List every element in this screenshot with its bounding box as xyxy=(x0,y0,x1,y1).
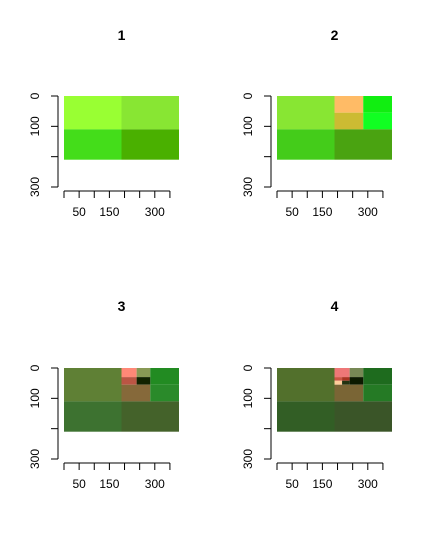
y-tick-label: 0 xyxy=(28,364,42,371)
heatmap-cell xyxy=(64,401,122,432)
heatmap-cell xyxy=(349,377,364,385)
x-tick-label: 50 xyxy=(285,477,299,491)
heatmap-cell xyxy=(136,377,151,385)
heatmap-cell xyxy=(64,96,122,130)
x-tick-label: 150 xyxy=(312,477,332,491)
x-tick-label: 300 xyxy=(145,205,165,219)
y-tick-label: 100 xyxy=(28,388,42,408)
heatmap-cell xyxy=(334,384,364,402)
heatmap-cell xyxy=(150,384,179,402)
y-tick-label: 100 xyxy=(28,116,42,136)
panel-3: 3 50 150 300 0 100 300 xyxy=(28,298,179,491)
heatmap-cell xyxy=(342,377,350,381)
heatmap-cell xyxy=(277,96,335,130)
heatmap-cell xyxy=(121,96,179,130)
heatmap-cell xyxy=(121,401,179,432)
x-tick-label: 150 xyxy=(99,477,119,491)
y-tick-label: 0 xyxy=(241,92,255,99)
heatmap-cell xyxy=(64,129,122,160)
y-tick-label: 0 xyxy=(28,92,42,99)
heatmap-cell xyxy=(277,401,335,432)
heatmap-cell xyxy=(363,96,392,113)
heatmap-cell xyxy=(363,112,392,130)
y-tick-label: 0 xyxy=(241,364,255,371)
panel-title: 1 xyxy=(118,27,126,43)
heatmap-cell xyxy=(334,368,350,378)
heatmap-cell xyxy=(334,380,343,385)
x-tick-label: 50 xyxy=(72,477,86,491)
heatmap-cell xyxy=(334,401,392,432)
heatmap-cell xyxy=(277,368,335,402)
panel-title: 2 xyxy=(331,27,339,43)
heatmap-cell xyxy=(349,368,364,378)
heatmap-cell xyxy=(363,368,392,385)
x-tick-label: 300 xyxy=(145,477,165,491)
heatmap-cell xyxy=(342,380,350,385)
y-tick-label: 300 xyxy=(28,177,42,197)
panel-2: 2 50 150 300 0 100 300 xyxy=(241,27,392,219)
x-tick-label: 300 xyxy=(358,477,378,491)
heatmap-cell xyxy=(334,96,364,113)
x-tick-label: 150 xyxy=(99,205,119,219)
y-tick-label: 100 xyxy=(241,388,255,408)
heatmap-cell xyxy=(334,129,392,160)
heatmap-cell xyxy=(334,377,343,381)
x-tick-label: 50 xyxy=(285,205,299,219)
heatmap-cell xyxy=(121,368,137,378)
heatmap-cell xyxy=(121,129,179,160)
heatmap-cell xyxy=(121,377,137,385)
panel-4: 4 50 150 300 0 100 300 xyxy=(241,298,392,491)
heatmap-cell xyxy=(136,368,151,378)
y-tick-label: 100 xyxy=(241,116,255,136)
heatmap-cell xyxy=(363,384,392,402)
y-tick-label: 300 xyxy=(28,449,42,469)
heatmap-cell xyxy=(121,384,151,402)
heatmap-cell xyxy=(64,368,122,402)
y-tick-label: 300 xyxy=(241,177,255,197)
panel-title: 4 xyxy=(331,298,339,314)
x-tick-label: 300 xyxy=(358,205,378,219)
x-tick-label: 150 xyxy=(312,205,332,219)
x-tick-label: 50 xyxy=(72,205,86,219)
heatmap-cell xyxy=(277,129,335,160)
heatmap-cell xyxy=(334,112,364,130)
panel-title: 3 xyxy=(118,298,126,314)
y-tick-label: 300 xyxy=(241,449,255,469)
heatmap-cell xyxy=(150,368,179,385)
